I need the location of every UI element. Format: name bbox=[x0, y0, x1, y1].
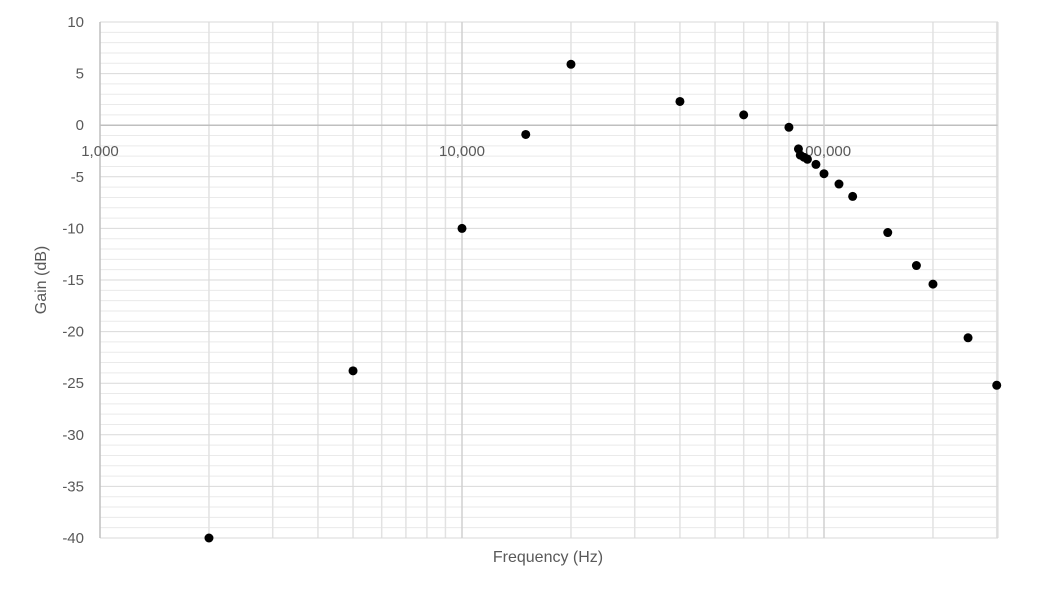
x-tick-label: 10,000 bbox=[439, 143, 485, 160]
data-point bbox=[204, 533, 214, 543]
y-tick-label: -10 bbox=[62, 220, 84, 237]
x-axis-title: Frequency (Hz) bbox=[493, 549, 603, 566]
y-tick-label: -30 bbox=[62, 427, 84, 444]
data-point bbox=[928, 279, 938, 289]
data-point bbox=[348, 366, 358, 376]
data-point bbox=[848, 191, 858, 201]
y-tick-label: -35 bbox=[62, 478, 84, 495]
y-tick-label: -40 bbox=[62, 530, 84, 547]
y-axis-tick-labels: 10 5 0 -5 -10 -15 -20 -25 -30 -35 -40 bbox=[62, 14, 84, 547]
data-point bbox=[963, 333, 973, 343]
x-axis-tick-labels: 1,000 10,000 100,000 bbox=[81, 143, 851, 160]
y-tick-label: 10 bbox=[67, 14, 84, 31]
data-point bbox=[521, 129, 531, 139]
data-point bbox=[675, 96, 685, 106]
data-point bbox=[802, 154, 812, 164]
data-point bbox=[566, 59, 576, 69]
data-point bbox=[911, 261, 921, 271]
data-point bbox=[819, 169, 829, 179]
data-point bbox=[457, 223, 467, 233]
y-axis-title: Gain (dB) bbox=[33, 246, 50, 314]
data-point bbox=[811, 159, 821, 169]
x-tick-label: 1,000 bbox=[81, 143, 119, 160]
data-point bbox=[834, 179, 844, 189]
y-tick-label: -25 bbox=[62, 375, 84, 392]
data-points bbox=[204, 59, 1002, 543]
data-point bbox=[784, 122, 794, 132]
minor-gridlines bbox=[100, 22, 998, 538]
data-point bbox=[992, 380, 1002, 390]
y-tick-label: -5 bbox=[71, 169, 84, 186]
major-gridlines bbox=[99, 21, 999, 539]
y-tick-label: 0 bbox=[76, 117, 84, 134]
y-tick-label: 5 bbox=[76, 66, 84, 83]
y-tick-label: -20 bbox=[62, 324, 84, 341]
y-tick-label: -15 bbox=[62, 272, 84, 289]
data-point bbox=[739, 110, 749, 120]
data-point bbox=[883, 228, 893, 238]
